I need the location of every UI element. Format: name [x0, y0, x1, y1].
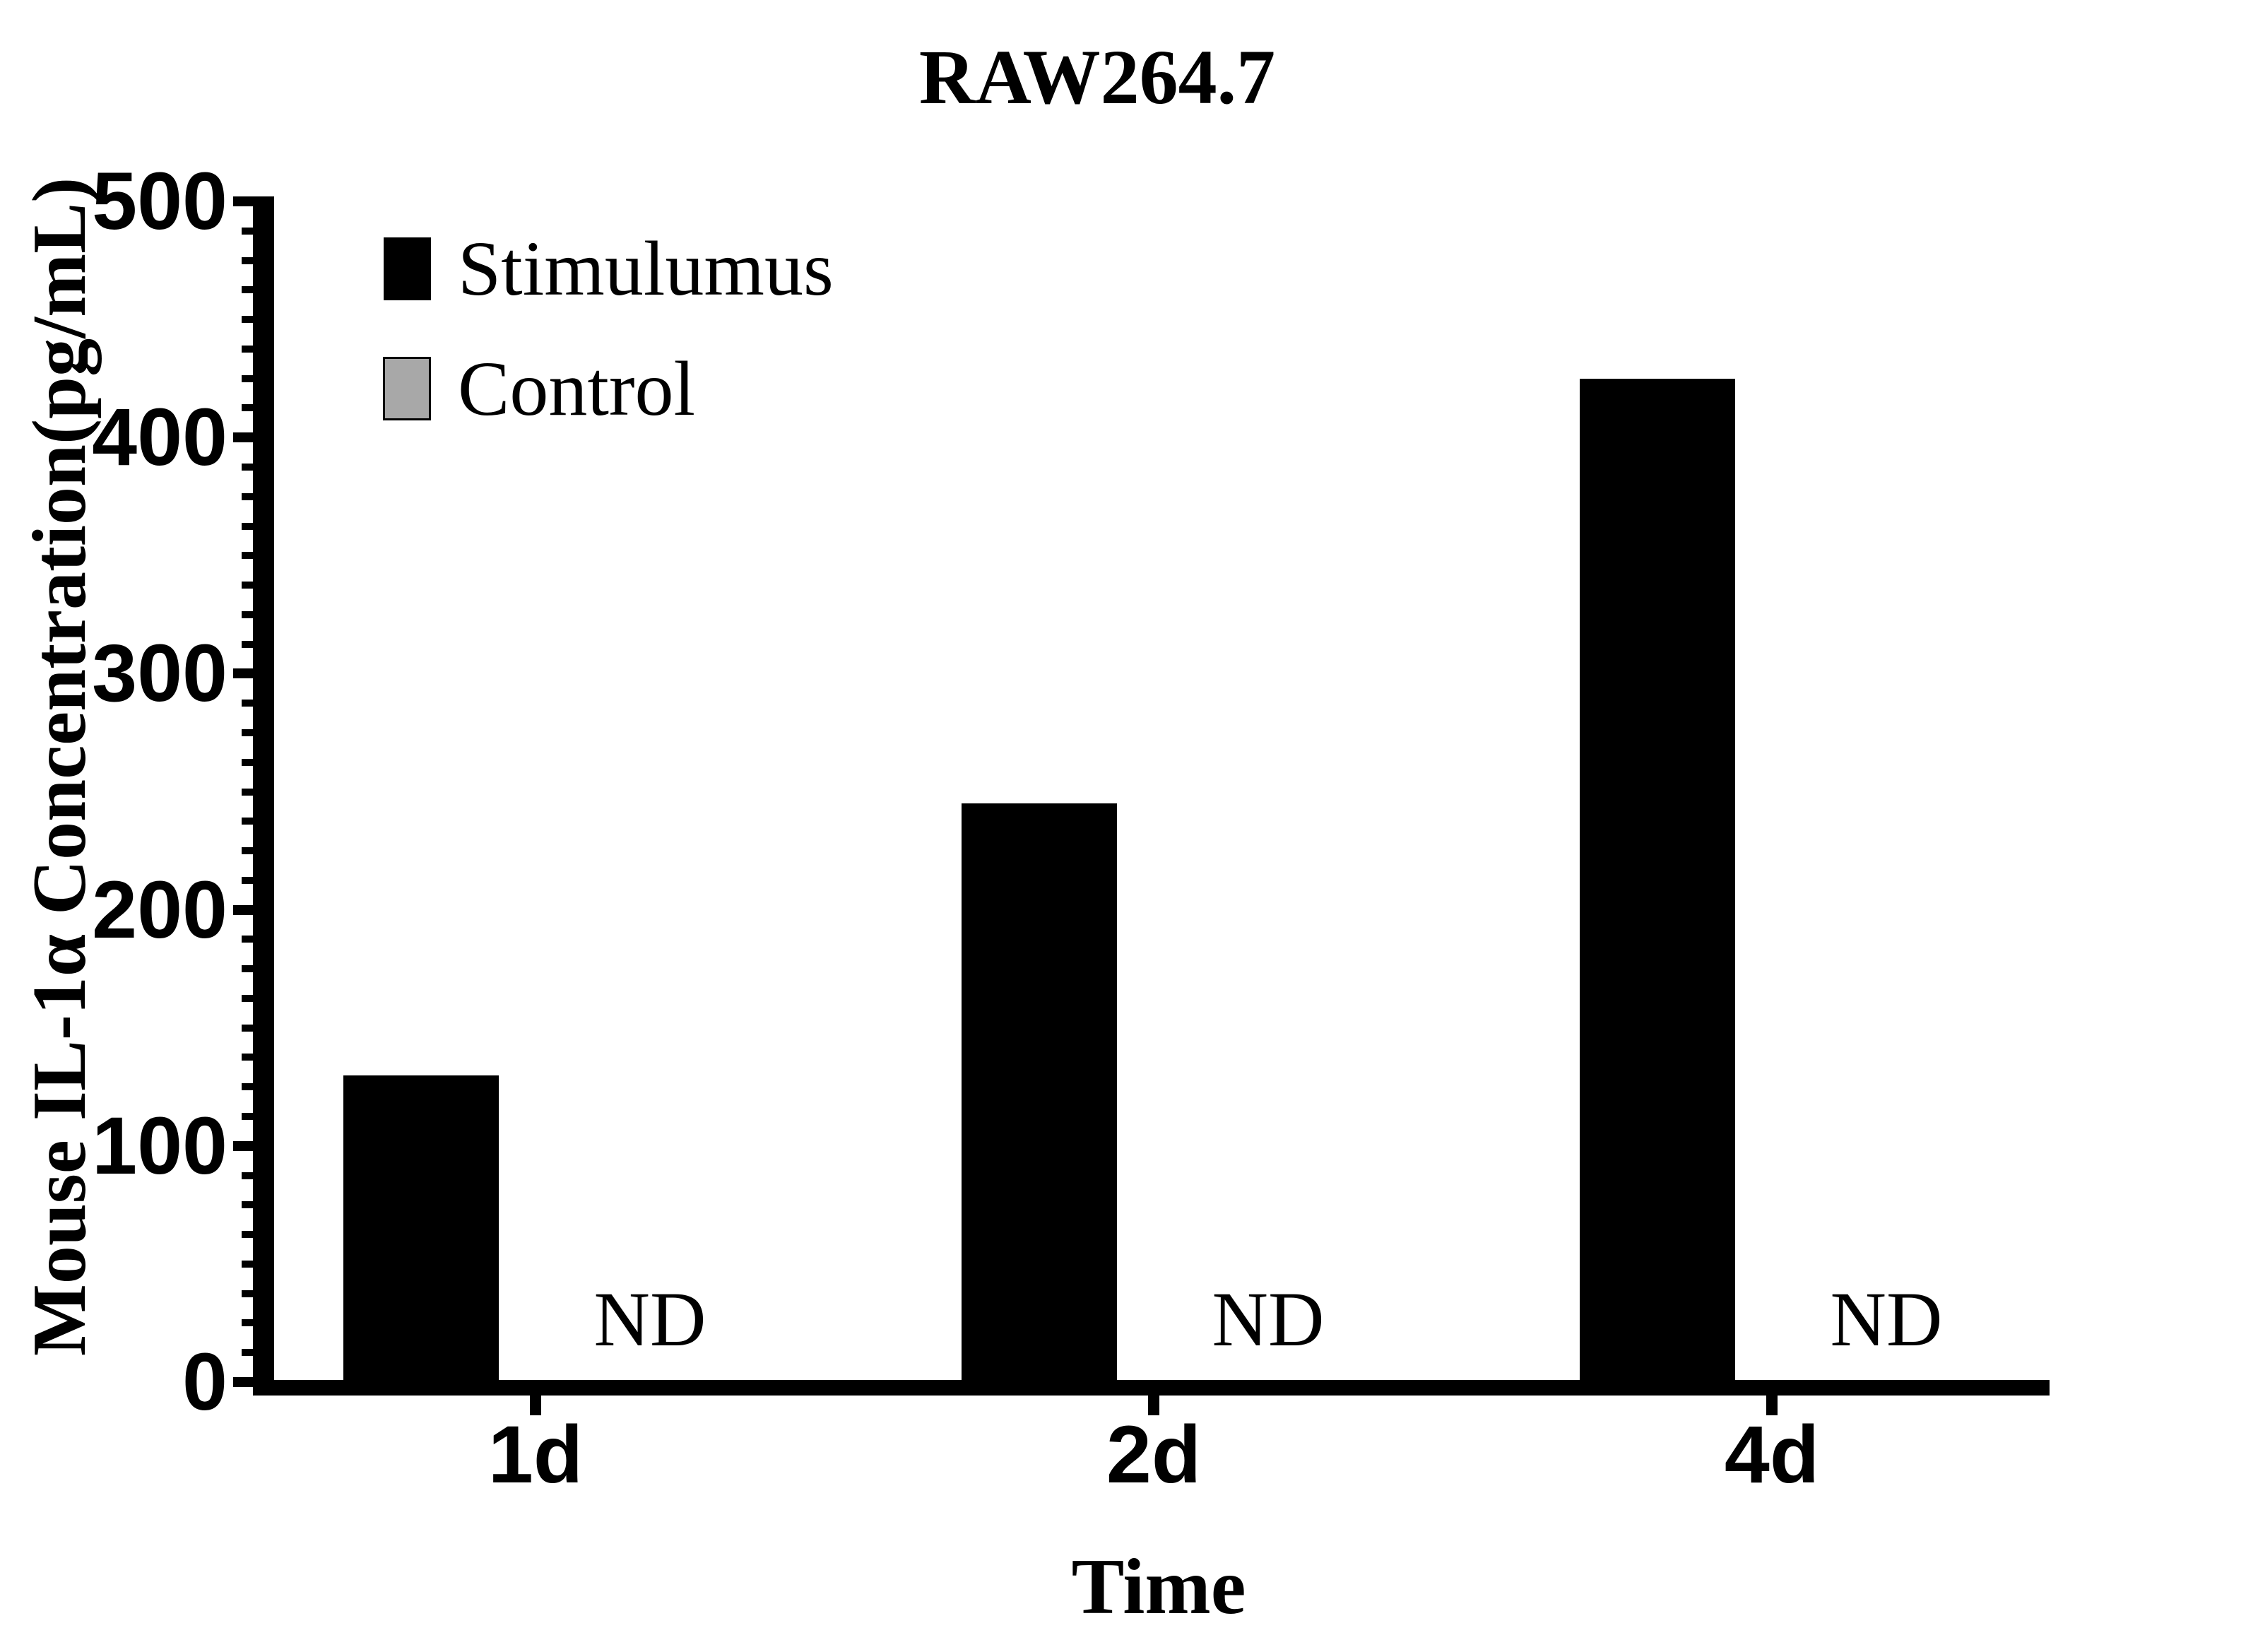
legend-swatch-control-icon — [383, 357, 431, 420]
y-axis-minor-tick — [242, 700, 253, 707]
y-axis-minor-tick — [242, 374, 253, 382]
y-axis-minor-tick — [242, 492, 253, 500]
x-axis-tick — [530, 1396, 541, 1415]
y-axis-minor-tick — [242, 1290, 253, 1297]
y-axis-minor-tick — [242, 640, 253, 648]
legend-label-stimulumus: Stimulumus — [458, 225, 834, 312]
y-axis-minor-tick — [242, 404, 253, 412]
x-axis-tick-label: 1d — [487, 1410, 584, 1500]
y-axis-minor-tick — [242, 582, 253, 589]
y-axis-minor-tick — [242, 316, 253, 324]
y-axis-tick-label: 300 — [92, 628, 227, 719]
y-axis-minor-tick — [242, 728, 253, 736]
x-axis-tick — [1148, 1396, 1159, 1415]
nd-label-4d: ND — [1830, 1276, 1943, 1362]
y-axis-minor-tick — [242, 994, 253, 1002]
y-axis-minor-tick — [242, 788, 253, 796]
y-axis-minor-tick — [242, 1201, 253, 1209]
y-axis-minor-tick — [242, 552, 253, 560]
y-axis-minor-tick — [242, 1172, 253, 1179]
nd-label-1d: ND — [593, 1276, 706, 1362]
y-axis-major-tick — [233, 1140, 253, 1151]
y-axis-minor-tick — [242, 256, 253, 264]
y-axis-minor-tick — [242, 847, 253, 855]
y-axis-minor-tick — [242, 463, 253, 471]
y-axis-minor-tick — [242, 936, 253, 943]
y-axis-minor-tick — [242, 1083, 253, 1091]
legend-label-control: Control — [458, 346, 696, 432]
y-axis-minor-tick — [242, 1319, 253, 1327]
y-axis-major-tick — [233, 904, 253, 915]
x-axis-tick — [1766, 1396, 1778, 1415]
y-axis-tick-label: 500 — [92, 156, 227, 247]
y-axis-minor-tick — [242, 1113, 253, 1121]
x-axis-line — [253, 1380, 2050, 1396]
bar-stimulumus-4d — [1580, 378, 1735, 1388]
y-axis-major-tick — [233, 432, 253, 443]
y-axis-minor-tick — [242, 522, 253, 530]
y-axis-minor-tick — [242, 345, 253, 353]
y-axis-tick-label: 0 — [182, 1337, 227, 1427]
y-axis-minor-tick — [242, 610, 253, 618]
y-axis-minor-tick — [242, 876, 253, 884]
y-axis-minor-tick — [242, 1231, 253, 1239]
y-axis-minor-tick — [242, 1349, 253, 1357]
x-axis-label: Time — [1071, 1543, 1246, 1631]
bar-stimulumus-2d — [962, 803, 1117, 1388]
y-axis-tick-label: 400 — [92, 392, 227, 483]
y-axis-tick-label: 100 — [92, 1100, 227, 1191]
y-axis-minor-tick — [242, 818, 253, 825]
y-axis-minor-tick — [242, 286, 253, 294]
legend-swatch-stimulumus-icon — [384, 237, 431, 300]
x-axis-tick-label: 2d — [1106, 1410, 1202, 1500]
y-axis-major-tick — [233, 1377, 253, 1387]
y-axis-line — [253, 196, 274, 1396]
y-axis-major-tick — [233, 668, 253, 679]
y-axis-minor-tick — [242, 227, 253, 235]
x-axis-tick-label: 4d — [1724, 1410, 1820, 1500]
chart-title: RAW264.7 — [918, 34, 1276, 120]
y-axis-tick-label: 200 — [92, 864, 227, 955]
y-axis-minor-tick — [242, 1054, 253, 1061]
nd-label-2d: ND — [1212, 1276, 1325, 1362]
y-axis-minor-tick — [242, 1024, 253, 1032]
y-axis-minor-tick — [242, 965, 253, 973]
bar-stimulumus-1d — [343, 1075, 499, 1388]
y-axis-minor-tick — [242, 1260, 253, 1268]
y-axis-minor-tick — [242, 758, 253, 766]
y-axis-major-tick — [233, 196, 253, 206]
